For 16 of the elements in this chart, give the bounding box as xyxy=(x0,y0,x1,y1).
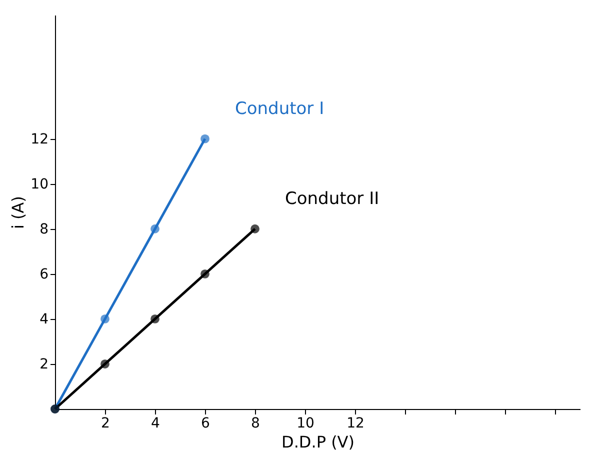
series-label: Condutor II xyxy=(285,188,380,209)
x-tick-label: 2 xyxy=(101,416,110,432)
y-tick-label: 10 xyxy=(30,176,48,192)
x-tick-label: 10 xyxy=(296,416,314,432)
x-tick-label: 8 xyxy=(251,416,260,432)
y-tick-label: 12 xyxy=(30,131,48,148)
x-tick-label: 6 xyxy=(201,416,210,432)
y-tick-label: 2 xyxy=(40,356,48,372)
y-tick-label: 6 xyxy=(40,266,49,282)
x-tick-label: 4 xyxy=(151,416,160,432)
y-tick-label: 4 xyxy=(40,311,49,328)
y-axis-title: i (A) xyxy=(8,196,28,229)
y-tick-label: 8 xyxy=(40,221,48,238)
x-tick-label: 12 xyxy=(346,416,364,432)
series-label: Condutor I xyxy=(235,98,324,119)
x-axis-title: D.D.P (V) xyxy=(282,432,354,452)
